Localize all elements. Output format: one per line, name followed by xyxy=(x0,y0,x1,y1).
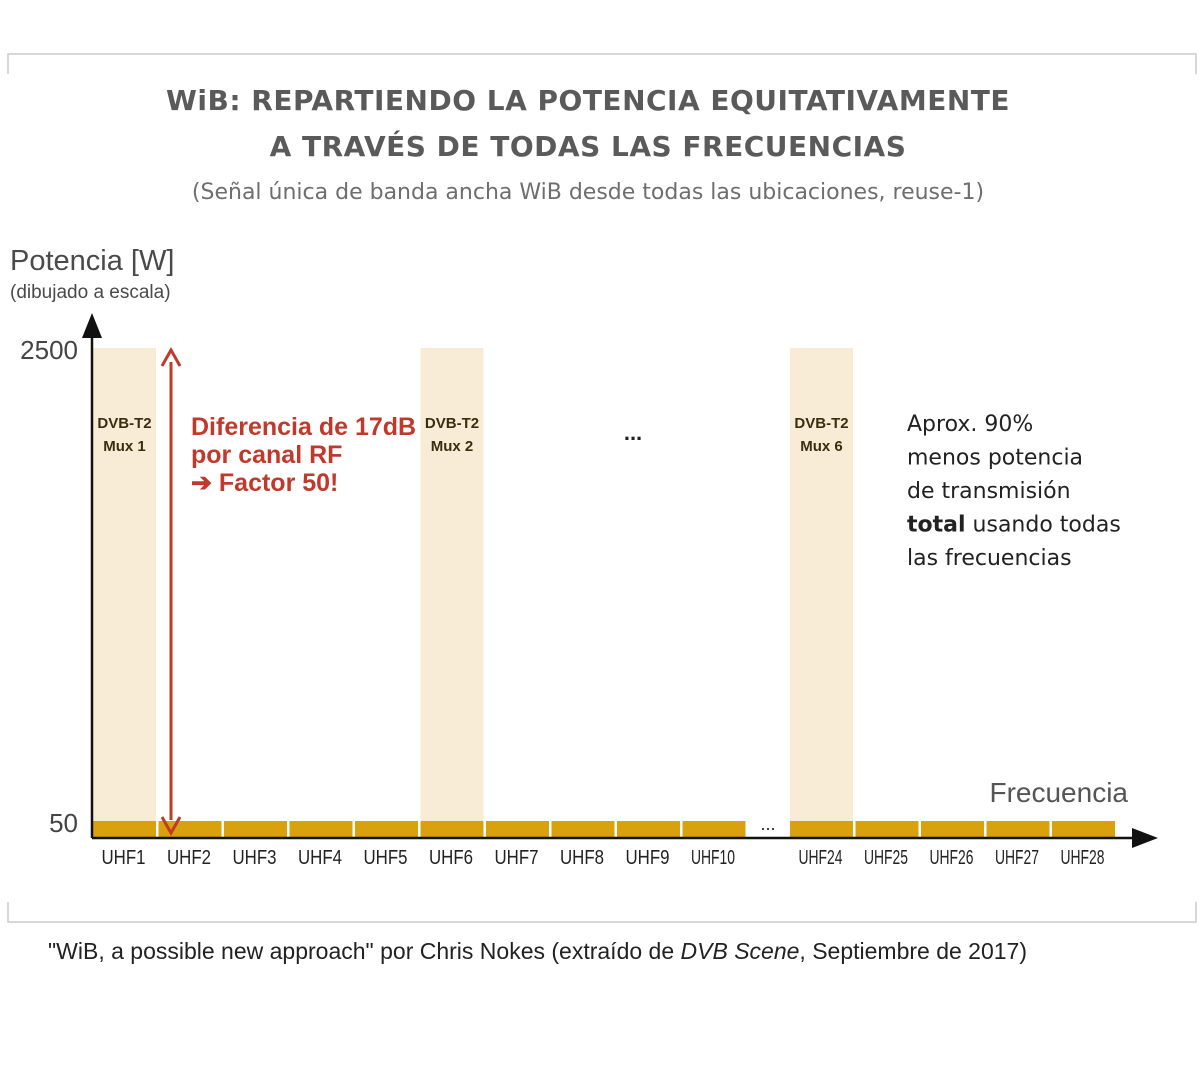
power-note-line: menos potencia xyxy=(907,446,1083,471)
y-axis-note: (dibujado a escala) xyxy=(10,282,171,303)
wib-bar xyxy=(486,821,549,838)
power-note-text: Aprox. 90% xyxy=(907,412,1033,437)
middle-ellipsis: ... xyxy=(624,420,642,445)
y-tick-label: 2500 xyxy=(20,335,78,365)
dvb-t2-bar-label: DVB-T2 xyxy=(425,415,479,432)
x-tick-label: UHF10 xyxy=(691,847,735,869)
caption-publication: DVB Scene xyxy=(680,938,800,964)
y-tick-label: 50 xyxy=(49,808,78,838)
dvb-t2-bar xyxy=(420,348,484,838)
power-note-line: de transmisión xyxy=(907,479,1071,504)
wib-bar xyxy=(986,821,1050,838)
wib-bar xyxy=(617,821,680,838)
source-caption: "WiB, a possible new approach" por Chris… xyxy=(48,938,1027,965)
difference-annotation-line: por canal RF xyxy=(191,441,342,469)
x-tick-label: UHF25 xyxy=(864,847,908,869)
dvb-t2-bar-label: DVB-T2 xyxy=(97,415,151,432)
dvb-t2-bar-label: Mux 6 xyxy=(800,438,843,455)
x-tick-label: UHF8 xyxy=(560,847,604,869)
power-note-line: total usando todas xyxy=(907,513,1121,538)
wib-bar xyxy=(682,821,746,838)
x-tick-label: UHF2 xyxy=(167,847,211,869)
power-note-text: usando todas xyxy=(966,513,1121,538)
dvb-t2-bar-label: DVB-T2 xyxy=(794,415,848,432)
x-axis-label: Frecuencia xyxy=(989,777,1128,808)
x-tick-label: UHF6 xyxy=(429,847,473,869)
wib-bar xyxy=(921,821,984,838)
wib-bar xyxy=(551,821,615,838)
wib-bar xyxy=(420,821,484,838)
power-note-line: Aprox. 90% xyxy=(907,412,1033,437)
wib-bar xyxy=(790,821,853,838)
y-axis-arrowhead xyxy=(82,313,102,338)
chart-title-line-2: A TRAVÉS DE TODAS LAS FRECUENCIAS xyxy=(269,130,907,163)
difference-annotation-line: ➔ Factor 50! xyxy=(191,469,338,497)
power-note-text: las frecuencias xyxy=(907,546,1072,571)
x-tick-label: UHF28 xyxy=(1061,847,1105,869)
wib-bar xyxy=(93,821,156,838)
axis-gap-ellipsis: ... xyxy=(760,814,775,834)
dvb-t2-bar xyxy=(93,348,156,838)
x-tick-label: UHF3 xyxy=(233,847,277,869)
caption-text-before: "WiB, a possible new approach" por Chris… xyxy=(48,938,681,964)
dvb-t2-bar-label: Mux 2 xyxy=(431,438,474,455)
power-note-text: de transmisión xyxy=(907,479,1071,504)
x-tick-label: UHF27 xyxy=(995,847,1039,869)
wib-bar xyxy=(355,821,418,838)
wib-bar xyxy=(855,821,919,838)
dvb-t2-bar xyxy=(790,348,853,838)
x-tick-label: UHF5 xyxy=(364,847,408,869)
wib-bar xyxy=(1052,821,1115,838)
chart-subtitle: (Señal única de banda ancha WiB desde to… xyxy=(191,180,985,205)
power-note-bold: total xyxy=(907,513,966,538)
difference-arrow-head-top xyxy=(160,346,182,367)
x-tick-label: UHF4 xyxy=(298,847,342,869)
dvb-t2-bar-label: Mux 1 xyxy=(103,438,146,455)
x-tick-label: UHF9 xyxy=(626,847,670,869)
caption-text-after: , Septiembre de 2017) xyxy=(799,938,1028,964)
power-note-text: menos potencia xyxy=(907,446,1083,471)
x-tick-label: UHF7 xyxy=(495,847,539,869)
wib-bar xyxy=(224,821,287,838)
difference-annotation-line: Diferencia de 17dB xyxy=(191,413,416,441)
x-tick-label: UHF24 xyxy=(799,847,843,869)
x-tick-label: UHF1 xyxy=(102,847,146,869)
difference-arrow-head-bottom xyxy=(160,816,182,837)
y-axis-label: Potencia [W] xyxy=(10,245,175,277)
wib-bar xyxy=(289,821,353,838)
x-axis-arrowhead xyxy=(1132,828,1158,848)
x-tick-label: UHF26 xyxy=(930,847,974,869)
power-note-line: las frecuencias xyxy=(907,546,1072,571)
chart-title-line-1: WiB: REPARTIENDO LA POTENCIA EQUITATIVAM… xyxy=(166,84,1010,117)
